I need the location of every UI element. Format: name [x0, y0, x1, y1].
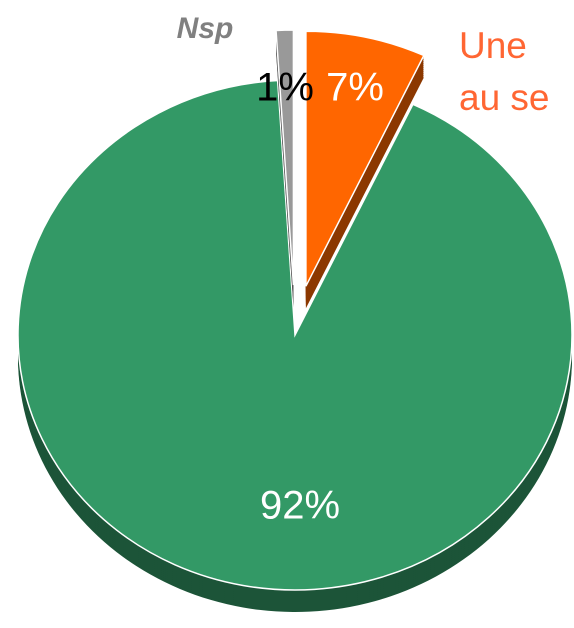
slice — [275, 29, 295, 286]
value-label: 1% — [256, 66, 314, 110]
category-label: Une au se — [459, 25, 550, 118]
value-label: 92% — [260, 484, 340, 528]
value-label: 7% — [326, 66, 384, 110]
category-label-box: Une au se — [459, 25, 550, 118]
category-label: Nsp — [177, 12, 234, 45]
slice — [17, 79, 573, 591]
slice — [305, 30, 425, 287]
